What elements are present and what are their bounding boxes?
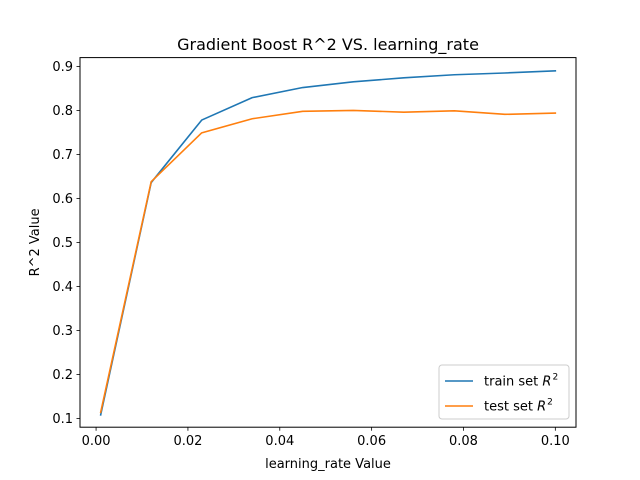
x-tick-label: 0.00 bbox=[82, 434, 111, 449]
y-tick-label: 0.2 bbox=[52, 368, 73, 383]
y-tick-label: 0.4 bbox=[52, 280, 73, 295]
chart-title: Gradient Boost R^2 VS. learning_rate bbox=[177, 35, 479, 55]
x-axis: 0.00 0.02 0.04 0.06 0.08 0.10 bbox=[82, 427, 570, 449]
y-tick-label: 0.3 bbox=[52, 324, 73, 339]
y-tick-label: 0.6 bbox=[52, 192, 73, 207]
y-axis: 0.1 0.2 0.3 0.4 0.5 0.6 0.7 0.8 0.9 bbox=[52, 60, 80, 427]
legend: train set R2 test set R2 bbox=[438, 364, 570, 420]
y-axis-label: R^2 Value bbox=[28, 208, 43, 276]
y-tick-label: 0.1 bbox=[52, 412, 73, 427]
x-axis-label: learning_rate Value bbox=[265, 457, 391, 472]
legend-label-1: train set R2 bbox=[484, 373, 558, 390]
series-line-1 bbox=[99, 69, 557, 416]
y-tick-label: 0.8 bbox=[52, 104, 73, 119]
plot-lines bbox=[99, 69, 557, 416]
y-tick-label: 0.7 bbox=[52, 148, 73, 163]
x-tick-label: 0.08 bbox=[449, 434, 478, 449]
x-tick-label: 0.06 bbox=[357, 434, 386, 449]
y-tick-label: 0.5 bbox=[52, 236, 73, 251]
legend-label-2: test set R2 bbox=[484, 398, 553, 415]
y-tick-label: 0.9 bbox=[52, 60, 73, 75]
series-line-2 bbox=[99, 109, 557, 414]
x-tick-label: 0.04 bbox=[265, 434, 294, 449]
x-tick-label: 0.10 bbox=[541, 434, 570, 449]
x-tick-label: 0.02 bbox=[173, 434, 202, 449]
